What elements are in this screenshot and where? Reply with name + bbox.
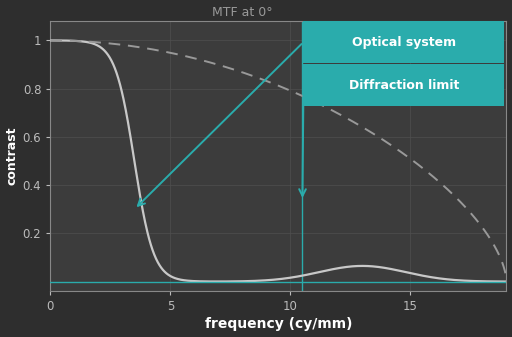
Title: MTF at 0°: MTF at 0° (211, 5, 272, 19)
Y-axis label: contrast: contrast (6, 127, 18, 185)
Text: Diffraction limit: Diffraction limit (349, 79, 459, 92)
Text: Optical system: Optical system (352, 35, 456, 49)
X-axis label: frequency (cy/mm): frequency (cy/mm) (205, 317, 352, 332)
FancyBboxPatch shape (304, 21, 504, 63)
FancyBboxPatch shape (304, 64, 504, 106)
